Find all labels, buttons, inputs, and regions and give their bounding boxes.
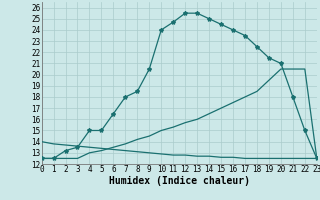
X-axis label: Humidex (Indice chaleur): Humidex (Indice chaleur) xyxy=(109,176,250,186)
